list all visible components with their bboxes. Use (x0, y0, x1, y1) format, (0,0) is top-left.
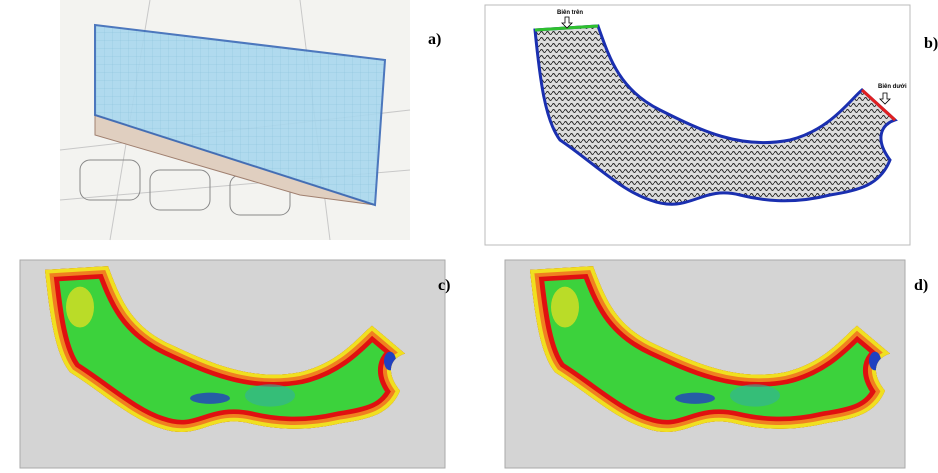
annotation: Biên trên (557, 10, 583, 16)
figure: a) Biên trên Biên dưới b) c) d) (0, 0, 938, 473)
panel-label: c) (438, 277, 450, 294)
annotation: Biên dưới (878, 84, 907, 90)
panel-a: a) (60, 0, 441, 240)
panel-d: d) (505, 260, 928, 468)
panel-label: d) (914, 277, 928, 294)
panel-label: a) (428, 31, 441, 48)
panel-label: b) (924, 35, 938, 52)
panel-b: Biên trên Biên dưới b) (485, 5, 938, 245)
panel-c: c) (20, 260, 450, 468)
